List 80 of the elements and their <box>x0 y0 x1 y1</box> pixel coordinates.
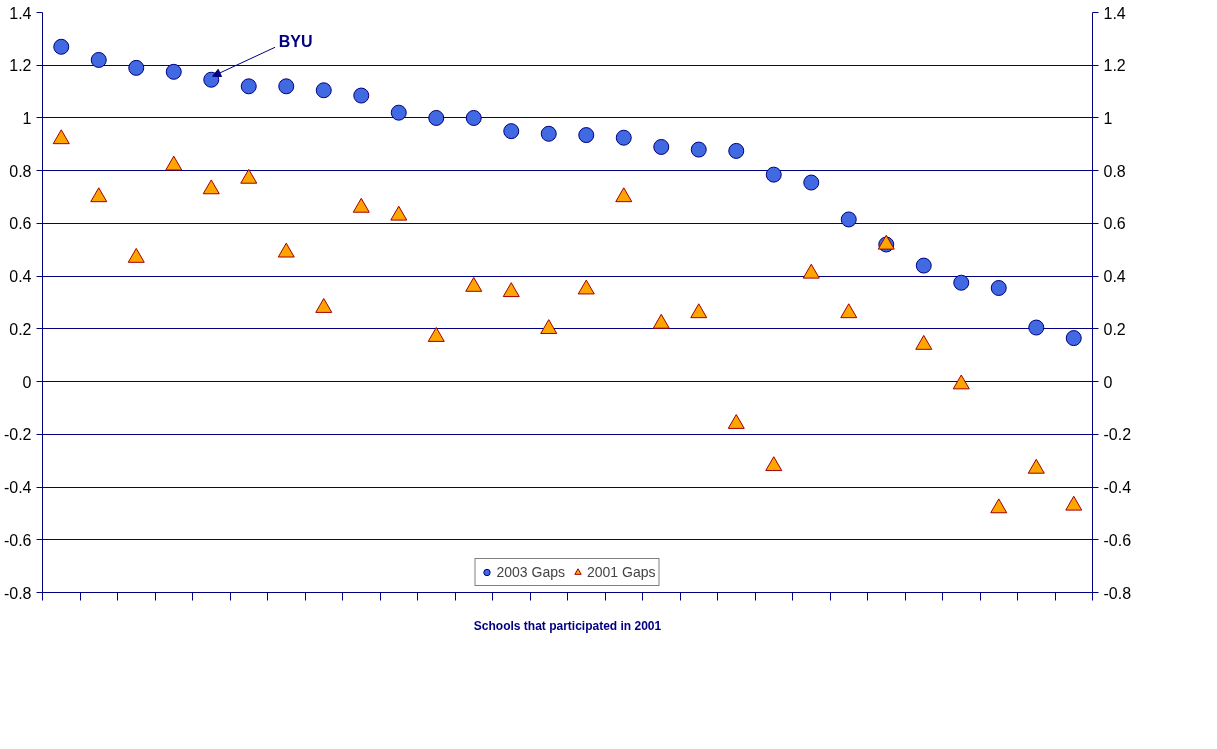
point <box>390 104 407 121</box>
point <box>465 109 482 126</box>
point <box>615 129 632 146</box>
y-tick-label: 0.4 <box>9 268 32 286</box>
point <box>727 414 745 429</box>
point <box>278 78 295 95</box>
point <box>315 298 333 313</box>
x-axis-title: Schools that participated in 2001 <box>473 618 662 633</box>
y-tick-label: 1.4 <box>9 4 32 22</box>
point <box>315 82 332 99</box>
point <box>803 174 820 191</box>
y-tick-label: 0.8 <box>9 162 32 180</box>
point <box>540 319 558 334</box>
y2-tick-label: 1 <box>1103 109 1113 127</box>
y2-tick-label: 1.4 <box>1103 4 1126 22</box>
y-tick-label: 0.6 <box>9 215 32 233</box>
point <box>765 166 782 183</box>
point <box>840 303 858 319</box>
y2-tick-label: -0.6 <box>1103 531 1132 549</box>
point <box>915 334 933 350</box>
point <box>802 263 820 279</box>
point <box>128 59 145 76</box>
point <box>1027 458 1045 474</box>
y2-tick-label: -0.4 <box>1103 479 1132 497</box>
point <box>165 155 183 171</box>
point <box>52 129 70 145</box>
y-tick-label: -0.6 <box>3 531 32 549</box>
point <box>915 257 932 274</box>
point <box>652 313 670 329</box>
y-tick-label: -0.2 <box>3 426 32 444</box>
point <box>240 168 258 184</box>
point <box>1065 495 1083 511</box>
point <box>353 87 370 104</box>
point <box>90 51 107 68</box>
point <box>840 211 857 228</box>
y2-tick-label: 0.6 <box>1103 215 1126 233</box>
y2-tick-label: 1.2 <box>1103 57 1126 75</box>
y-tick-label: 1.2 <box>9 57 32 75</box>
legend-label: 2003 Gaps <box>496 564 565 580</box>
y2-tick-label: 0.2 <box>1103 320 1126 338</box>
point <box>690 141 707 158</box>
y2-tick-label: 0.8 <box>1103 162 1126 180</box>
point <box>202 179 220 195</box>
point <box>953 274 970 291</box>
point <box>465 276 483 292</box>
point <box>690 303 708 319</box>
y-tick-label: 0.2 <box>9 320 32 338</box>
y-tick-label: -0.4 <box>3 479 32 497</box>
point <box>615 187 633 203</box>
point <box>390 205 408 221</box>
point <box>127 247 145 263</box>
point <box>240 78 257 95</box>
y2-tick-label: 0 <box>1103 373 1113 391</box>
legend-label: 2001 Gaps <box>587 564 656 580</box>
point <box>503 123 520 140</box>
point <box>53 38 70 55</box>
annotation: BYU <box>278 33 313 50</box>
point <box>578 127 595 144</box>
point <box>428 109 445 126</box>
point <box>1028 319 1045 336</box>
y2-tick-label: -0.2 <box>1103 426 1132 444</box>
point <box>277 242 295 258</box>
point <box>952 374 970 390</box>
point <box>427 327 445 342</box>
point <box>90 187 108 203</box>
y-tick-label: 1 <box>22 109 32 127</box>
point <box>540 125 557 142</box>
point <box>352 197 370 213</box>
point <box>990 280 1007 296</box>
point <box>653 138 670 155</box>
point <box>765 456 783 472</box>
y2-tick-label: -0.8 <box>1103 584 1132 602</box>
y-tick-label: 0 <box>22 373 32 391</box>
point <box>577 279 595 295</box>
point <box>165 63 182 80</box>
y2-tick-label: 0.4 <box>1103 268 1126 286</box>
point <box>990 498 1008 514</box>
y-tick-label: -0.8 <box>3 584 32 602</box>
point <box>502 282 520 298</box>
point <box>728 142 745 159</box>
